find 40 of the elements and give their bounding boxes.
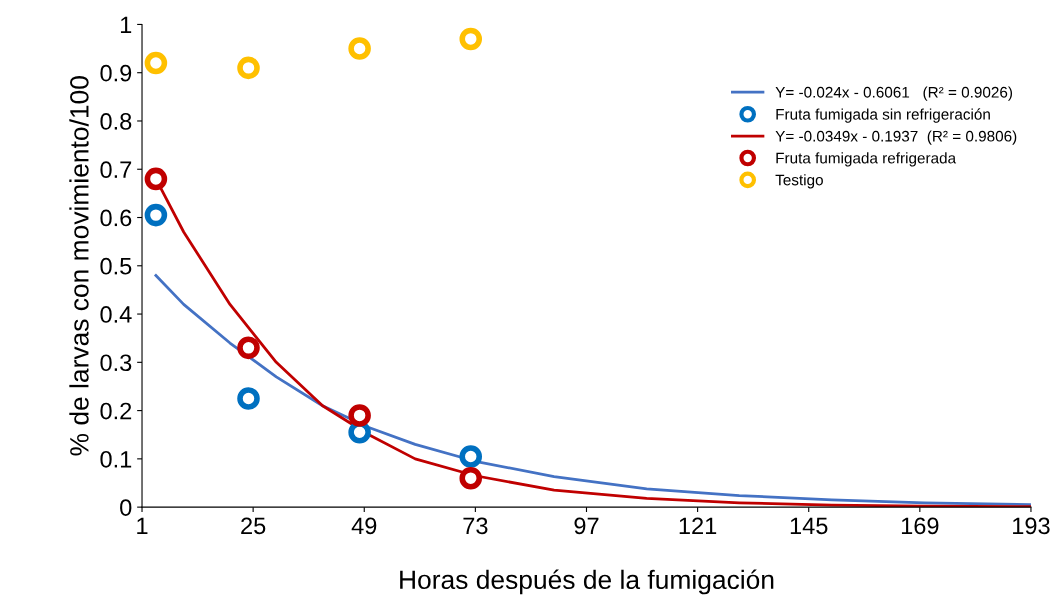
x-tick-label: 97 <box>574 517 599 535</box>
point <box>348 37 371 60</box>
y-tick-label: 0.3 <box>100 354 132 372</box>
point <box>348 421 371 444</box>
point <box>348 404 371 427</box>
legend-label: Fruta fumigada refrigerada <box>776 152 957 167</box>
point <box>237 336 260 360</box>
y-tick-label: 1 <box>120 16 132 33</box>
y-tick-label: 0.9 <box>100 64 132 82</box>
x-tick-label: 193 <box>1013 517 1050 535</box>
legend-label: Y= -0.024x - 0.6061 (R² = 0.9026) <box>775 86 1013 101</box>
point <box>459 466 483 490</box>
x-axis-title: Horas después de la fumigación <box>400 569 774 595</box>
point <box>144 51 168 75</box>
legend-label: Testigo <box>775 174 823 189</box>
y-tick-label: 0.5 <box>100 257 132 275</box>
x-tick-label: 145 <box>790 517 828 535</box>
y-tick-label: 0.4 <box>100 306 132 323</box>
y-tick-label: 0.8 <box>100 113 132 130</box>
x-tick-label: 73 <box>463 517 488 535</box>
legend-label: Y= -0.0349x - 0.1937 (R² = 0.9806) <box>775 130 1017 145</box>
legend-label: Fruta fumigada sin refrigeración <box>776 108 990 123</box>
x-tick-label: 25 <box>241 517 266 535</box>
point <box>459 445 483 468</box>
y-tick-label: 0.6 <box>100 209 132 227</box>
y-tick-label: 0.7 <box>100 161 132 179</box>
x-tick-label: 121 <box>679 517 717 534</box>
x-tick-label: 49 <box>351 517 377 535</box>
y-tick-label: 0.2 <box>100 402 132 420</box>
line-series <box>154 274 1031 507</box>
y-axis-title: % de larvas con movimiento/100 <box>69 76 89 456</box>
y-tick-label: 0 <box>120 499 132 516</box>
x-tick-label: 169 <box>901 517 939 535</box>
point <box>144 203 168 227</box>
y-tick-label: 0.1 <box>100 450 132 468</box>
x-tick-label: 1 <box>137 517 148 534</box>
point <box>459 27 483 51</box>
point <box>237 56 260 80</box>
point <box>237 387 260 410</box>
point <box>144 167 168 191</box>
